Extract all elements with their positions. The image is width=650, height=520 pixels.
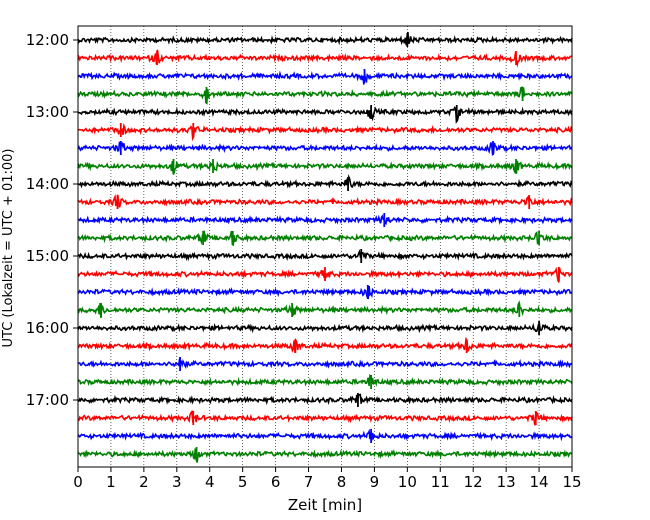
x-tick-label: 6: [271, 473, 281, 491]
trace-1700: [77, 393, 573, 406]
y-tick-label: 14:00: [26, 175, 69, 193]
trace-1315: [77, 122, 573, 142]
x-axis-label: Zeit [min]: [288, 496, 362, 514]
trace-1445: [77, 230, 573, 247]
x-tick-label: 1: [106, 473, 116, 491]
trace-1215: [77, 49, 573, 68]
x-tick-label: 5: [238, 473, 248, 491]
trace-1245: [77, 85, 573, 105]
trace-1500: [77, 249, 573, 262]
trace-1530: [77, 286, 573, 300]
trace-1230: [77, 70, 573, 85]
x-tick-label: 10: [398, 473, 417, 491]
x-tick-label: 8: [337, 473, 347, 491]
trace-1715: [78, 409, 573, 426]
plot-frame: [77, 25, 573, 468]
x-tick-label: 11: [431, 473, 450, 491]
trace-1300: [77, 106, 573, 124]
trace-1600: [77, 321, 573, 334]
trace-1545: [77, 300, 573, 319]
y-tick-label: 13:00: [26, 103, 69, 121]
x-axis-ticks: 0 1 2 3 4 5 6 7 8 9 10 11 12 13 14 15: [73, 467, 582, 491]
y-tick-label: 12:00: [26, 31, 69, 49]
x-tick-label: 9: [370, 473, 380, 491]
trace-1330: [77, 141, 573, 156]
trace-1430: [77, 214, 573, 226]
trace-1745: [77, 448, 573, 463]
trace-1645: [77, 373, 573, 388]
trace-1345: [77, 160, 573, 175]
trace-1415: [77, 193, 573, 208]
seismogram-traces: [77, 31, 573, 463]
trace-1400: [77, 173, 573, 189]
y-tick-label: 16:00: [26, 319, 69, 337]
y-axis-label: UTC (Lokalzeit = UTC + 01:00): [1, 149, 16, 348]
x-tick-label: 4: [205, 473, 215, 491]
x-tick-label: 0: [73, 473, 83, 491]
x-tick-label: 2: [139, 473, 149, 491]
y-tick-label: 17:00: [26, 391, 69, 409]
x-tick-label: 12: [464, 473, 483, 491]
trace-1615: [77, 336, 573, 353]
x-tick-label: 3: [172, 473, 182, 491]
trace-1200: [77, 31, 573, 46]
x-tick-label: 7: [304, 473, 314, 491]
trace-1630: [77, 357, 573, 370]
x-tick-label: 14: [530, 473, 549, 491]
y-axis-ticks: 12:00 13:00 14:00 15:00 16:00 17:00: [26, 31, 78, 409]
y-tick-label: 15:00: [26, 247, 69, 265]
trace-1730: [77, 428, 573, 442]
x-tick-label: 15: [562, 473, 581, 491]
x-tick-label: 13: [497, 473, 516, 491]
